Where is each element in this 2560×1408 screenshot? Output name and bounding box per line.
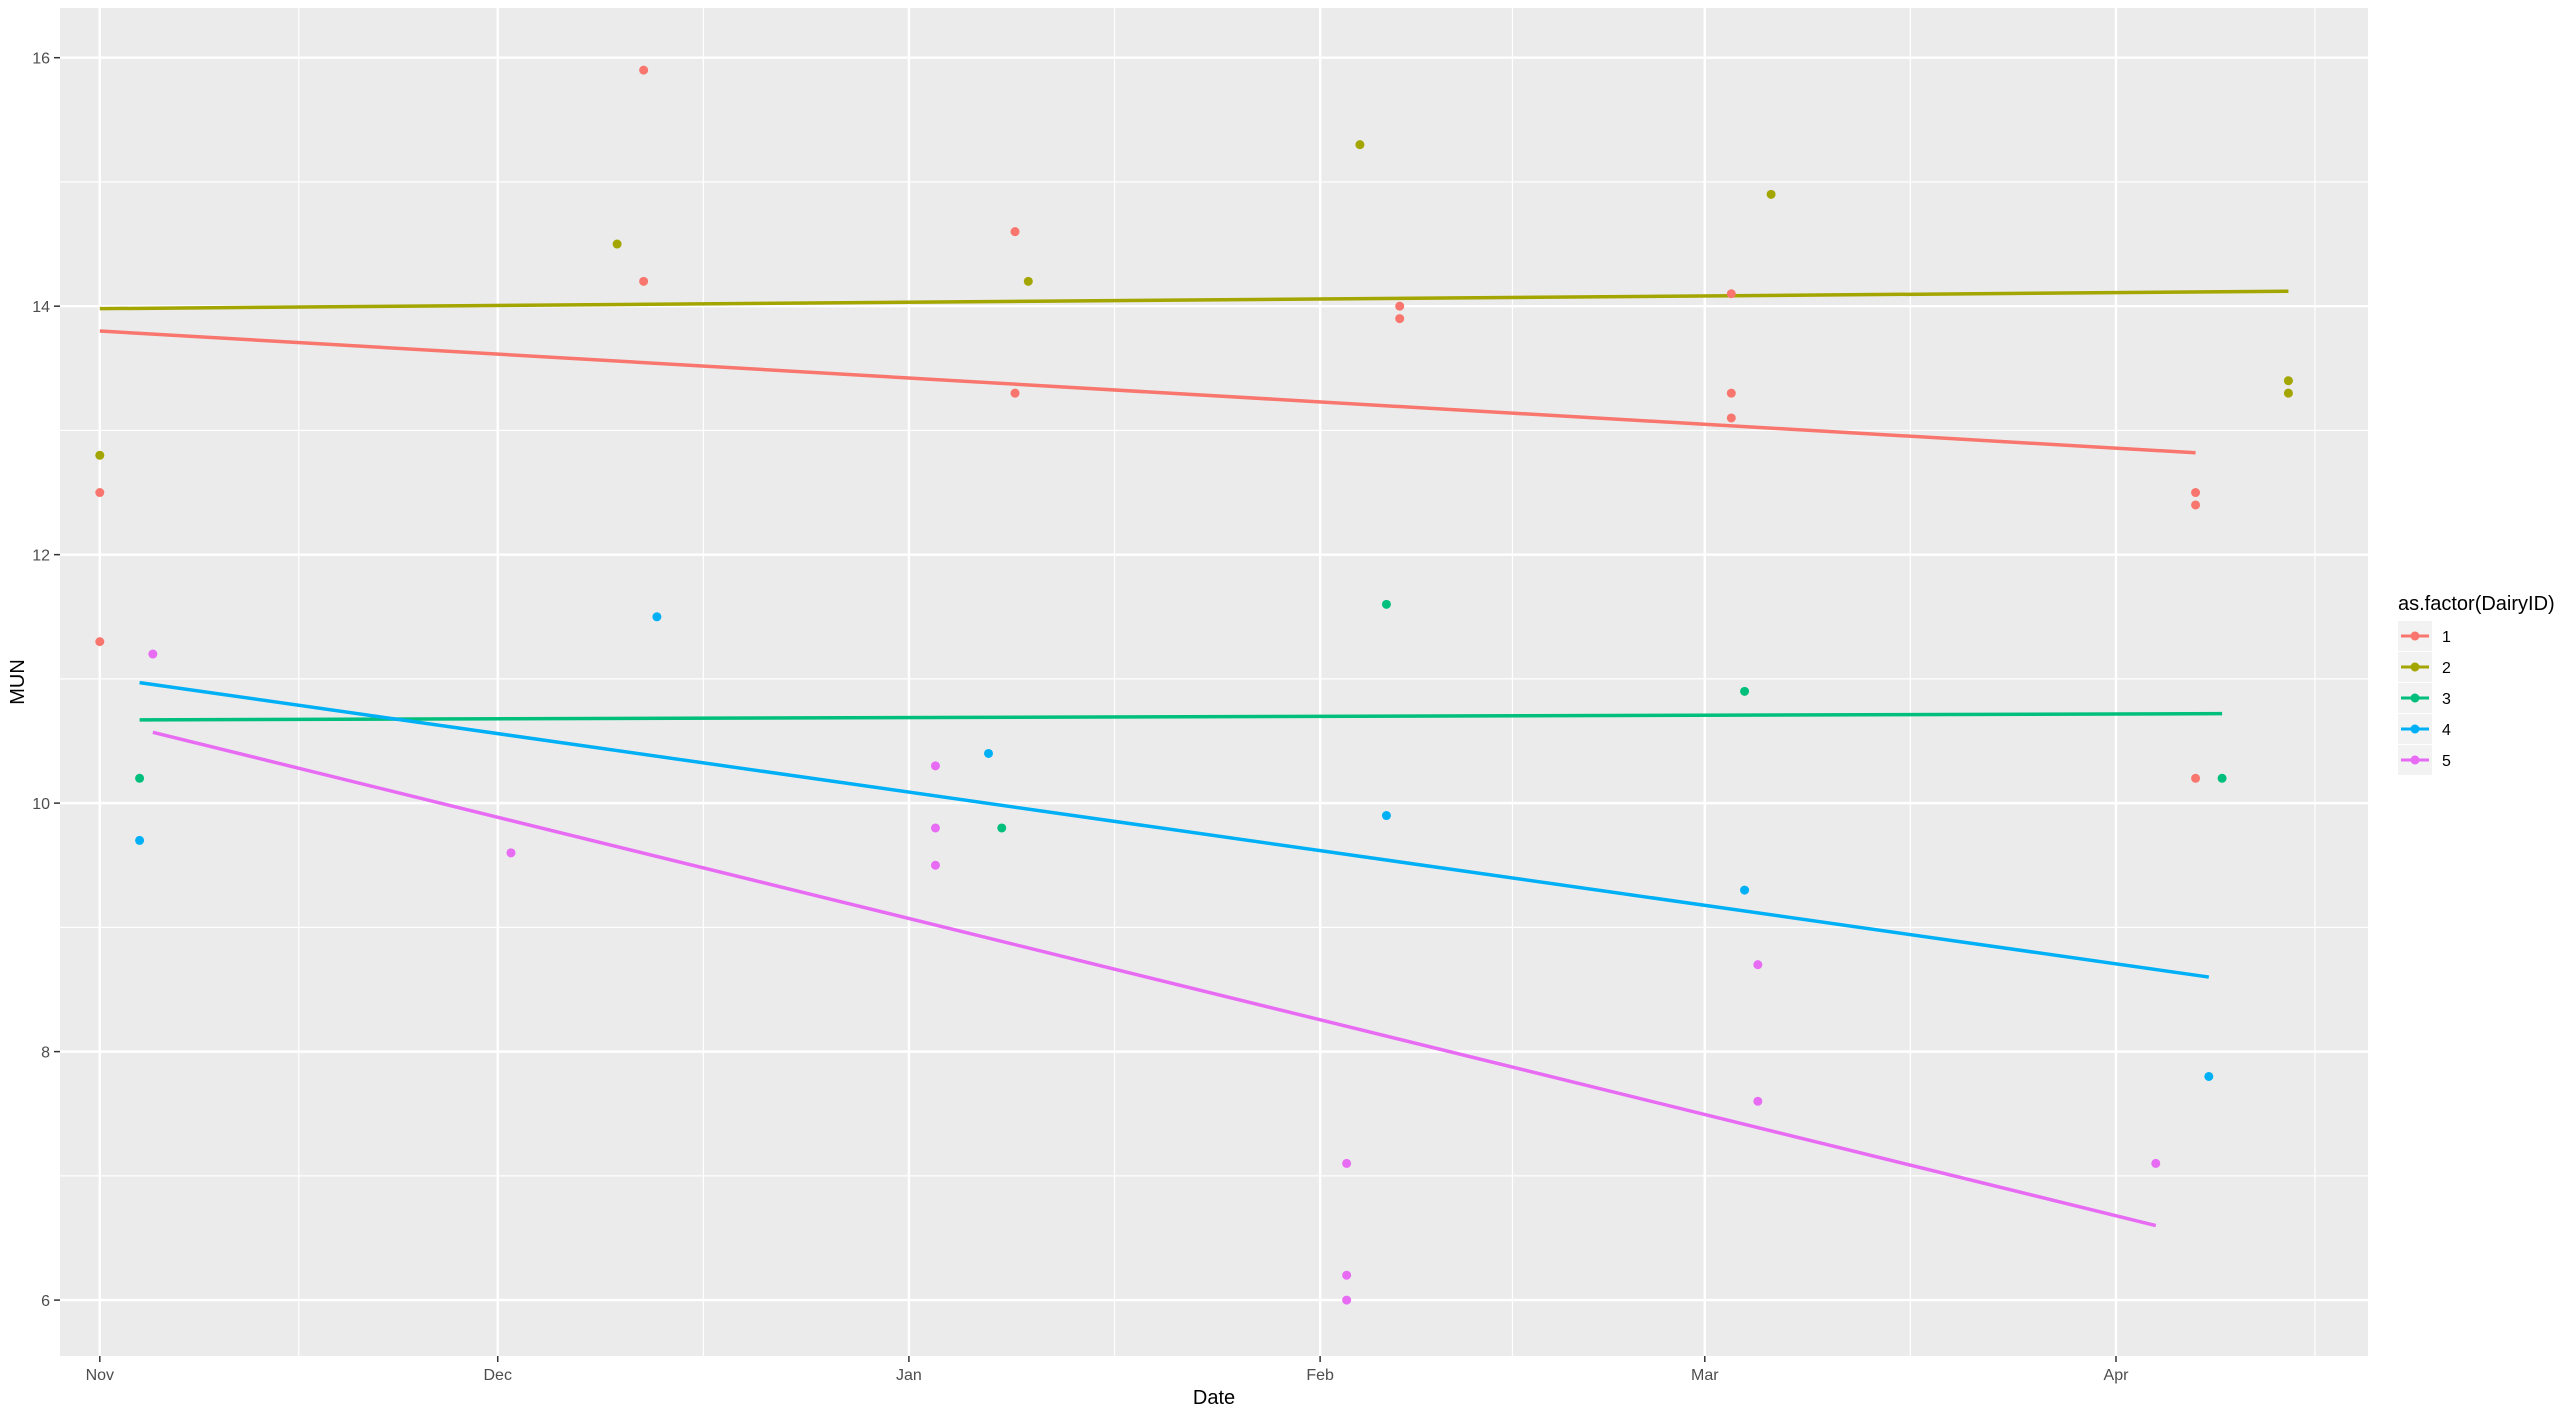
- legend-key-point: [2410, 693, 2420, 703]
- data-point-5: [1753, 960, 1763, 970]
- data-point-1: [1010, 227, 1020, 237]
- data-point-1: [95, 637, 105, 647]
- trend-line-1: [99, 329, 2196, 455]
- y-tick-label: 8: [41, 1045, 50, 1062]
- data-point-5: [1342, 1295, 1352, 1305]
- data-point-5: [930, 761, 940, 771]
- data-point-1: [1395, 314, 1405, 324]
- trend-line-4: [139, 680, 2210, 979]
- legend-key-point: [2410, 631, 2420, 641]
- data-point-4: [135, 835, 145, 845]
- data-point-5: [930, 860, 940, 870]
- data-point-4: [1381, 811, 1391, 821]
- grid-major: [60, 8, 2368, 1356]
- x-tick-label: Mar: [1691, 1367, 1719, 1384]
- data-point-3: [135, 773, 145, 783]
- data-point-3: [1381, 599, 1391, 609]
- data-point-5: [930, 823, 940, 833]
- data-point-5: [2151, 1158, 2161, 1168]
- data-point-4: [1740, 885, 1750, 895]
- data-point-1: [2191, 500, 2201, 510]
- legend-label: 3: [2442, 691, 2451, 708]
- y-axis-title: MUN: [7, 659, 29, 705]
- grid-minor: [60, 8, 2368, 1356]
- legend-label: 5: [2442, 753, 2451, 770]
- x-tick-label: Jan: [896, 1367, 922, 1384]
- data-point-1: [1726, 289, 1736, 299]
- data-point-2: [1023, 276, 1033, 286]
- x-tick-label: Feb: [1306, 1367, 1334, 1384]
- legend-label: 2: [2442, 660, 2451, 677]
- data-point-1: [639, 276, 649, 286]
- y-tick-label: 10: [32, 796, 50, 813]
- data-point-3: [2217, 773, 2227, 783]
- trend-line-5: [152, 730, 2157, 1228]
- data-point-2: [1355, 140, 1365, 150]
- trend-line-3: [139, 711, 2223, 722]
- x-tick-label: Nov: [86, 1367, 114, 1384]
- x-tick-label: Apr: [2104, 1367, 2130, 1384]
- x-axis-title: Date: [1193, 1387, 1235, 1408]
- data-point-2: [1766, 189, 1776, 199]
- data-point-4: [984, 748, 994, 758]
- y-tick-label: 16: [32, 51, 50, 68]
- y-tick-label: 6: [41, 1293, 50, 1310]
- y-tick-label: 14: [32, 299, 50, 316]
- y-tick-label: 12: [32, 548, 50, 565]
- data-point-5: [148, 649, 158, 659]
- data-point-1: [2191, 773, 2201, 783]
- data-points: [95, 65, 2293, 1305]
- legend-key-point: [2410, 724, 2420, 734]
- y-axis: 6 8 10 12 14 16: [32, 51, 60, 1310]
- data-point-1: [1395, 301, 1405, 311]
- data-point-1: [1726, 413, 1736, 423]
- legend-key-point: [2410, 755, 2420, 765]
- data-point-2: [2283, 388, 2293, 398]
- panel-background: [60, 8, 2368, 1356]
- data-point-5: [506, 848, 516, 858]
- data-point-2: [612, 239, 622, 249]
- legend-label: 1: [2442, 629, 2451, 646]
- trend-line-2: [99, 289, 2289, 311]
- data-point-1: [1010, 388, 1020, 398]
- legend-items: 1 2 3 4 5: [2398, 621, 2451, 775]
- legend-title: as.factor(DairyID): [2398, 593, 2555, 615]
- data-point-2: [95, 450, 105, 460]
- data-point-5: [1342, 1270, 1352, 1280]
- data-point-4: [2204, 1071, 2214, 1081]
- data-point-2: [2283, 376, 2293, 386]
- data-point-4: [652, 612, 662, 622]
- data-point-3: [1740, 686, 1750, 696]
- data-point-3: [997, 823, 1007, 833]
- x-axis: Nov Dec Jan Feb Mar Apr: [86, 1356, 2130, 1384]
- data-point-1: [95, 488, 105, 498]
- data-point-1: [2191, 488, 2201, 498]
- legend: as.factor(DairyID) 1 2 3 4 5: [2398, 593, 2555, 775]
- x-tick-label: Dec: [483, 1367, 511, 1384]
- legend-label: 4: [2442, 722, 2451, 739]
- legend-key-point: [2410, 662, 2420, 672]
- data-point-1: [639, 65, 649, 75]
- trend-lines: [99, 289, 2289, 1228]
- data-point-5: [1753, 1096, 1763, 1106]
- data-point-5: [1342, 1158, 1352, 1168]
- data-point-1: [1726, 388, 1736, 398]
